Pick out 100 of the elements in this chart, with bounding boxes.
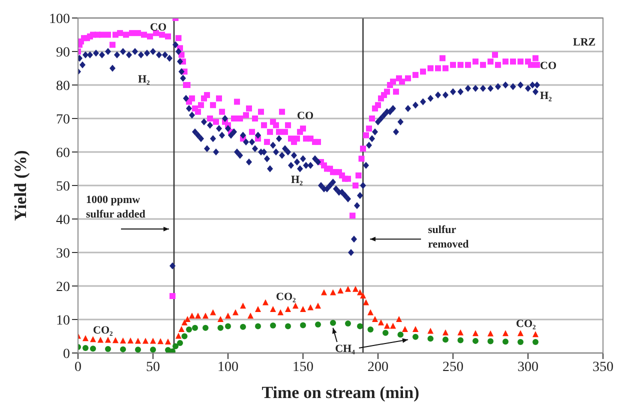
point — [150, 346, 156, 353]
point — [308, 304, 314, 310]
point — [428, 336, 434, 342]
y-tick-label: 80 — [56, 78, 70, 94]
y-tick-label: 20 — [56, 280, 70, 295]
point — [240, 324, 246, 330]
annotation: H₂ — [291, 174, 304, 186]
point — [300, 322, 306, 328]
point — [378, 319, 384, 326]
point — [158, 338, 164, 344]
point — [202, 324, 208, 331]
point — [442, 329, 448, 336]
point — [330, 320, 336, 326]
point — [255, 306, 261, 312]
point — [240, 302, 246, 309]
point — [225, 323, 231, 330]
point — [225, 312, 231, 319]
point — [182, 333, 188, 340]
x-tick-label: 300 — [518, 360, 538, 375]
y-tick-label: 90 — [56, 45, 70, 60]
point — [177, 340, 183, 346]
point — [178, 326, 184, 332]
point — [315, 322, 321, 328]
x-tick-label: 250 — [442, 360, 464, 375]
point — [112, 337, 118, 344]
point — [292, 302, 298, 309]
point — [442, 336, 448, 343]
point — [210, 309, 216, 316]
point — [488, 338, 494, 344]
point — [472, 338, 478, 344]
point — [120, 337, 126, 344]
point — [270, 306, 276, 312]
annotation: LRZ — [573, 36, 596, 48]
point — [182, 319, 188, 326]
annotation: CH₄ — [335, 342, 356, 355]
point — [412, 334, 418, 340]
point — [488, 330, 494, 336]
y-tick-label: 70 — [56, 112, 70, 128]
point — [278, 309, 284, 316]
point — [428, 328, 434, 334]
y-tick-label: 40 — [56, 212, 70, 228]
annotation: CO₂ — [276, 291, 296, 304]
annotation: CO — [150, 21, 167, 34]
point — [248, 312, 254, 319]
point — [368, 309, 374, 316]
point — [357, 289, 363, 296]
point — [338, 288, 344, 294]
y-tick-label: 60 — [56, 146, 70, 161]
annotation: CO — [540, 60, 557, 72]
annotation: CO₂ — [516, 318, 536, 330]
point — [315, 302, 321, 309]
point — [330, 289, 336, 296]
point — [300, 306, 306, 312]
point — [270, 322, 276, 329]
x-tick-label: 350 — [592, 360, 614, 375]
point — [184, 316, 190, 322]
annotation: H₂ — [540, 90, 553, 102]
point — [120, 346, 126, 352]
point — [218, 316, 224, 322]
point — [128, 337, 134, 344]
y-tick-label: 50 — [56, 179, 70, 194]
point — [172, 343, 178, 350]
point — [186, 326, 192, 333]
point — [532, 331, 538, 338]
point — [532, 338, 538, 345]
point — [390, 322, 396, 329]
y-axis-title: Yield (%) — [11, 150, 30, 221]
point — [396, 316, 402, 322]
point — [232, 309, 238, 316]
point — [368, 326, 374, 333]
point — [357, 323, 363, 330]
annotation: sulfur removed — [428, 224, 469, 250]
point — [518, 338, 524, 345]
annotation: CO — [297, 110, 314, 122]
annotation: CO₂ — [93, 324, 114, 337]
point — [518, 330, 524, 336]
point — [352, 286, 358, 292]
y-tick-label: 10 — [56, 313, 70, 328]
point — [142, 338, 148, 344]
annotation: H₂ — [138, 73, 151, 86]
y-tick-label: 0 — [63, 346, 70, 362]
point — [176, 332, 182, 339]
point — [321, 289, 327, 296]
point — [262, 299, 268, 306]
point — [98, 336, 104, 343]
point — [170, 348, 176, 353]
point — [502, 338, 508, 345]
point — [285, 323, 291, 330]
point — [90, 346, 96, 352]
x-tick-label: 0 — [74, 360, 82, 375]
y-tick-label: 30 — [56, 246, 70, 262]
point — [218, 324, 224, 331]
point — [202, 312, 208, 319]
point — [105, 346, 111, 352]
point — [412, 326, 418, 332]
point — [360, 292, 366, 299]
point — [398, 332, 404, 338]
point — [165, 338, 171, 344]
x-tick-label: 100 — [218, 360, 238, 375]
x-tick-label: 200 — [368, 360, 388, 375]
